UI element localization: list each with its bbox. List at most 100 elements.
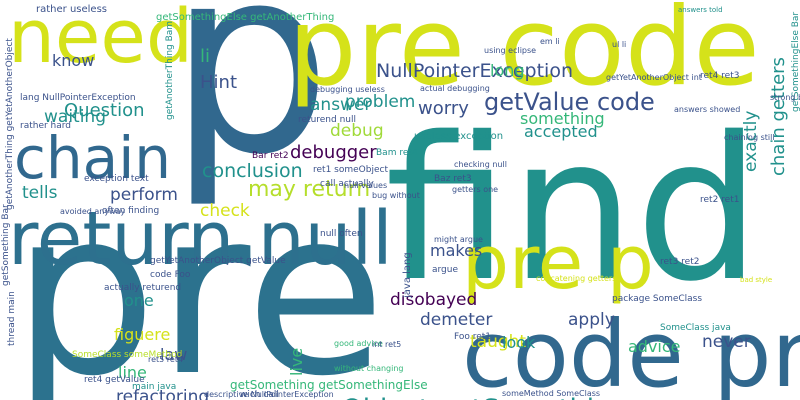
word: ret1 someObject bbox=[313, 165, 388, 175]
word: look bbox=[502, 333, 536, 352]
word: something bbox=[520, 109, 605, 128]
word: check bbox=[200, 201, 250, 221]
word: Hint bbox=[200, 72, 237, 93]
word: makes bbox=[430, 241, 482, 260]
word: em li bbox=[540, 37, 560, 46]
word: line bbox=[118, 363, 147, 382]
word: getSomething Bar bbox=[1, 204, 11, 286]
word: code pre bbox=[462, 301, 800, 400]
word: bad style bbox=[740, 276, 772, 284]
word: never bbox=[702, 332, 751, 352]
word: Baz ret3 bbox=[434, 174, 472, 184]
word: SomeClass someMethod bbox=[72, 350, 182, 360]
word: perform bbox=[110, 185, 178, 205]
word: code Foo bbox=[150, 270, 191, 280]
word: worry bbox=[418, 98, 469, 119]
word: pre bbox=[12, 160, 386, 400]
word: returend null bbox=[298, 115, 356, 125]
word: pre code bbox=[288, 0, 760, 110]
word: figuere bbox=[114, 325, 170, 344]
word: problem bbox=[345, 92, 415, 112]
word: chain getters bbox=[768, 57, 789, 176]
word: package SomeClass bbox=[612, 294, 702, 304]
word: actually returend bbox=[104, 283, 181, 293]
word: getAnotherThing Bam bbox=[165, 21, 175, 120]
word: find bbox=[385, 94, 761, 325]
word: getValue code bbox=[484, 88, 655, 116]
word: waiting bbox=[44, 107, 106, 127]
word: debugging useless bbox=[310, 85, 385, 94]
word: getSomething getSomethingElse bbox=[230, 378, 428, 392]
word: return null bbox=[8, 196, 393, 282]
word: avoided anyway bbox=[60, 207, 126, 216]
word: ret4 getValue bbox=[84, 375, 145, 385]
word: li bbox=[200, 46, 210, 67]
word: often finding bbox=[102, 206, 159, 216]
word: one bbox=[124, 291, 154, 310]
word: lang NullPointerException bbox=[20, 93, 136, 103]
word: thread main bbox=[7, 291, 17, 346]
word: bug without bbox=[372, 191, 420, 200]
word: someObject getSomething bbox=[268, 394, 628, 400]
word: taught bbox=[470, 332, 526, 352]
word: using eclipse bbox=[484, 46, 536, 55]
word: demeter bbox=[420, 310, 492, 330]
word: getSomethingElse getAnotherThing bbox=[156, 12, 334, 23]
word: Question bbox=[64, 100, 145, 121]
word: chain bbox=[14, 124, 171, 192]
word: long bbox=[490, 61, 525, 80]
word: conclusion bbox=[202, 160, 303, 182]
word: pre p bbox=[462, 220, 654, 306]
word: rather useless bbox=[36, 4, 107, 15]
word: know bbox=[52, 51, 94, 70]
word: accepted bbox=[524, 122, 598, 141]
word: answers showed bbox=[674, 105, 740, 114]
word: debugger bbox=[290, 142, 377, 163]
word: answers told bbox=[678, 6, 723, 14]
word: debug bbox=[330, 121, 384, 141]
word: concatening getters bbox=[536, 274, 616, 283]
word: getYetAnotherObject getValue bbox=[150, 256, 286, 266]
word: live bbox=[287, 348, 306, 376]
word: refactoring bbox=[116, 387, 209, 400]
word: Foo ret1 bbox=[454, 332, 491, 342]
word: Bar ret2 bbox=[252, 151, 289, 161]
word: call actually bbox=[320, 179, 375, 189]
word: argue bbox=[432, 265, 458, 275]
word: someMethod SomeClass bbox=[502, 389, 600, 398]
word: NullPointerException bbox=[376, 60, 573, 82]
word: getters one bbox=[452, 185, 498, 194]
word: ul li bbox=[612, 40, 626, 49]
word: wich call bbox=[240, 390, 279, 400]
word: disobayed bbox=[390, 290, 477, 310]
word: null often bbox=[320, 229, 363, 239]
word: answer bbox=[310, 95, 371, 115]
word: chaining still bbox=[724, 133, 775, 142]
word: java lang bbox=[402, 252, 413, 299]
word: descriptive NullPointerException bbox=[204, 390, 334, 399]
word: ret4 ret3 bbox=[700, 71, 739, 81]
word: int ret5 bbox=[372, 340, 401, 349]
word: without changing bbox=[334, 364, 404, 373]
word: need bbox=[8, 0, 193, 80]
word: might argue bbox=[434, 235, 483, 244]
word: checking null bbox=[454, 160, 507, 169]
word: law bbox=[160, 345, 187, 364]
word: exception text bbox=[84, 174, 149, 184]
word: null values bbox=[344, 181, 387, 190]
word: main java bbox=[132, 382, 176, 392]
word: useless exception bbox=[414, 131, 503, 142]
word: p bbox=[168, 0, 332, 211]
word: exactly bbox=[741, 111, 761, 172]
word: apply bbox=[568, 310, 615, 330]
word: tells bbox=[22, 183, 58, 203]
word: getAnotherThing getYetAnotherObject bbox=[5, 38, 15, 210]
word: getYetAnotherObject int bbox=[606, 73, 702, 82]
word: may return bbox=[248, 177, 370, 202]
word: Bam ret4 bbox=[376, 148, 418, 158]
word: getSomethingElse Bar bbox=[791, 12, 800, 112]
word: ret3 ret2 bbox=[660, 257, 699, 267]
word: strong br bbox=[770, 93, 800, 102]
word: actual debugging bbox=[420, 84, 490, 93]
